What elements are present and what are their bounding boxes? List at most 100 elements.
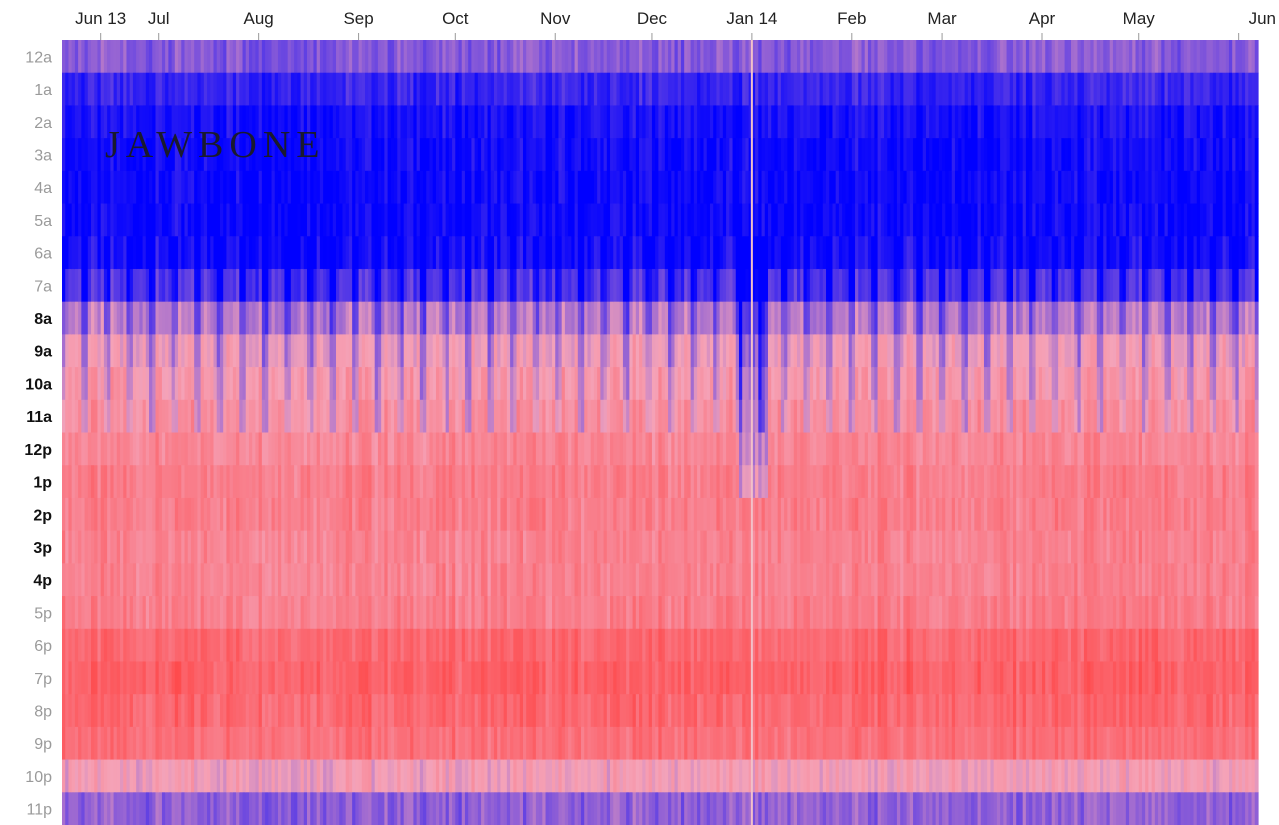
heatmap-cell <box>371 563 376 597</box>
heatmap-cell <box>352 792 356 825</box>
heatmap-cell <box>384 530 389 564</box>
heatmap-cell <box>426 203 431 237</box>
heatmap-cell <box>464 530 469 564</box>
heatmap-cell <box>142 628 147 663</box>
heatmap-cell <box>432 40 437 74</box>
heatmap-cell <box>413 170 418 205</box>
heatmap-cell <box>406 301 411 335</box>
heatmap-cell <box>597 268 601 303</box>
heatmap-cell <box>571 72 576 107</box>
heatmap-cell <box>155 105 160 139</box>
heatmap-cell <box>403 236 408 270</box>
heatmap-cell <box>510 72 514 107</box>
heatmap-cell <box>506 236 511 270</box>
heatmap-cell <box>348 40 353 74</box>
heatmap-cell <box>448 694 453 728</box>
heatmap-cell <box>348 105 353 139</box>
heatmap-cell <box>232 203 237 237</box>
heatmap-cell <box>490 170 495 205</box>
heatmap-cell <box>68 367 73 401</box>
heatmap-cell <box>310 170 315 205</box>
heatmap-cell <box>239 399 244 434</box>
heatmap-cell <box>261 661 266 695</box>
heatmap-cell <box>374 661 379 695</box>
heatmap-cell <box>116 497 121 532</box>
heatmap-cell <box>468 759 473 793</box>
heatmap-cell <box>490 726 495 761</box>
heatmap-cell <box>497 105 502 139</box>
heatmap-cell <box>622 399 627 434</box>
heatmap-cell <box>219 72 224 107</box>
heatmap-cell <box>584 596 589 630</box>
heatmap-cell <box>513 497 518 532</box>
heatmap-cell <box>426 334 431 368</box>
heatmap-cell <box>400 628 405 663</box>
heatmap-cell <box>593 563 598 597</box>
heatmap-cell <box>239 72 244 107</box>
heatmap-cell <box>168 694 173 728</box>
heatmap-cell <box>532 268 537 303</box>
heatmap-cell <box>129 203 134 237</box>
heatmap-cell <box>545 465 550 499</box>
heatmap-cell <box>632 138 637 172</box>
heatmap-cell <box>435 268 440 303</box>
heatmap-cell <box>458 530 463 564</box>
heatmap-cell <box>94 105 99 139</box>
heatmap-cell <box>548 236 553 270</box>
heatmap-cell <box>277 105 282 139</box>
heatmap-cell <box>626 268 630 303</box>
heatmap-cell <box>132 726 137 761</box>
heatmap-cell <box>597 72 601 107</box>
heatmap-cell <box>268 105 273 139</box>
heatmap-cell <box>593 628 598 663</box>
heatmap-cell <box>303 432 308 466</box>
heatmap-cell <box>310 236 315 270</box>
heatmap-cell <box>558 726 563 761</box>
heatmap-cell <box>226 432 231 466</box>
heatmap-cell <box>245 759 250 793</box>
heatmap-cell <box>319 726 324 761</box>
heatmap-cell <box>268 138 273 172</box>
heatmap-cell <box>461 530 466 564</box>
heatmap-cell <box>645 236 650 270</box>
heatmap-cell <box>178 40 182 74</box>
heatmap-cell <box>116 726 121 761</box>
heatmap-cell <box>281 792 286 825</box>
heatmap-cell <box>610 628 614 663</box>
heatmap-cell <box>613 367 618 401</box>
heatmap-cell <box>219 268 224 303</box>
heatmap-cell <box>593 694 598 728</box>
heatmap-cell <box>297 40 302 74</box>
heatmap-cell <box>103 497 108 532</box>
heatmap-cell <box>68 170 73 205</box>
heatmap-cell <box>200 367 205 401</box>
heatmap-cell <box>529 367 534 401</box>
heatmap-cell <box>197 40 202 74</box>
heatmap-cell <box>216 367 221 401</box>
heatmap-cell <box>413 105 418 139</box>
heatmap-cell <box>161 563 166 597</box>
heatmap-cell <box>68 334 73 368</box>
heatmap-cell <box>294 399 298 434</box>
heatmap-cell <box>91 367 95 401</box>
heatmap-cell <box>294 170 298 205</box>
heatmap-cell <box>200 236 205 270</box>
heatmap-cell <box>174 563 179 597</box>
heatmap-cell <box>629 726 634 761</box>
heatmap-cell <box>216 596 221 630</box>
heatmap-cell <box>613 694 618 728</box>
heatmap-cell <box>510 759 514 793</box>
heatmap-cell <box>268 170 273 205</box>
heatmap-cell <box>613 72 618 107</box>
heatmap-cell <box>103 236 108 270</box>
heatmap-cell <box>371 497 376 532</box>
heatmap-cell <box>158 334 163 368</box>
heatmap-cell <box>65 432 70 466</box>
heatmap-cell <box>123 105 128 139</box>
heatmap-cell <box>365 465 369 499</box>
heatmap-cell <box>181 268 186 303</box>
heatmap-cell <box>458 367 463 401</box>
heatmap-cell <box>62 105 66 139</box>
heatmap-cell <box>161 203 166 237</box>
heatmap-cell <box>203 170 208 205</box>
